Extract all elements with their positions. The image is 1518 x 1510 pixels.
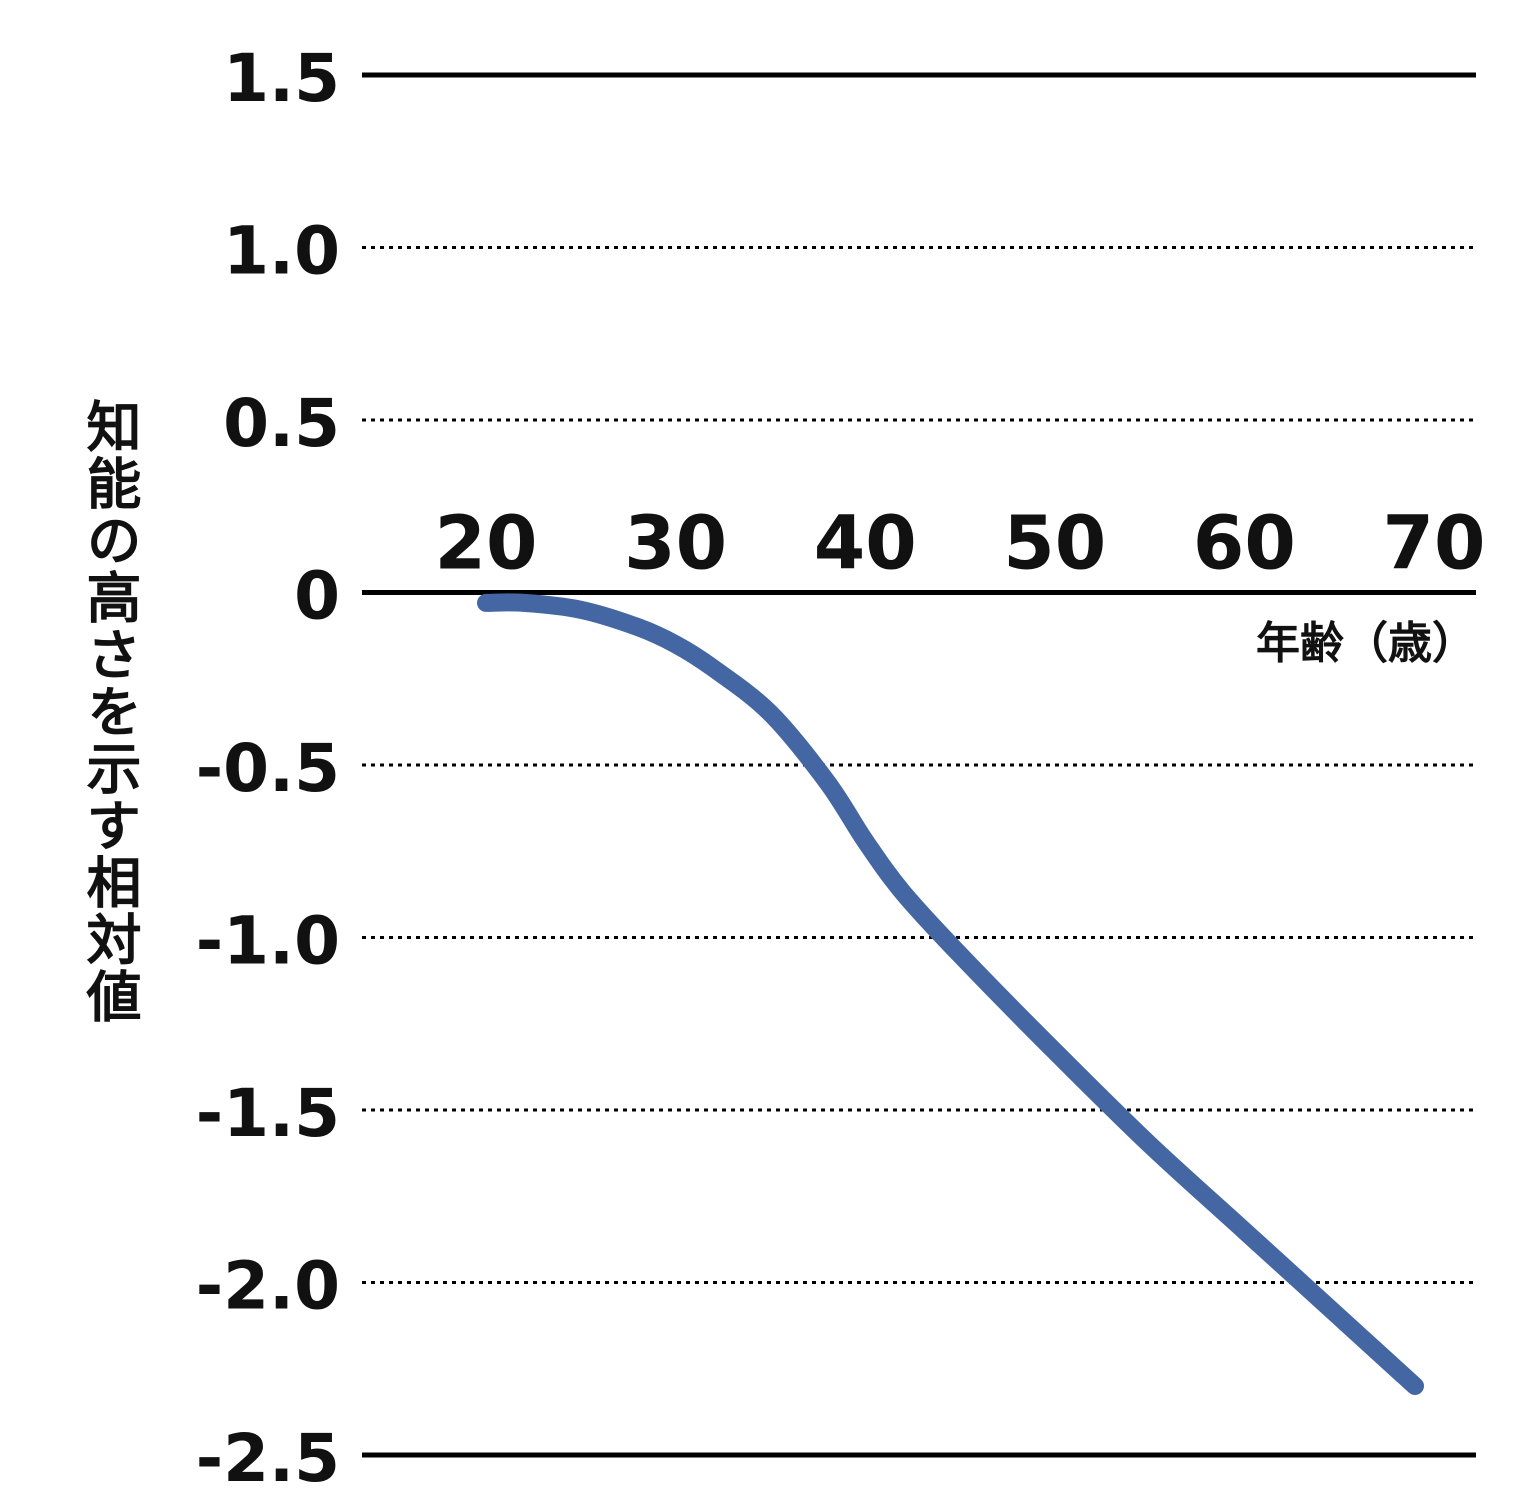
x-tick-label: 30 [624, 501, 727, 587]
y-tick-label: 1.0 [223, 213, 340, 290]
x-tick-label: 20 [435, 501, 538, 587]
x-axis-label: 年齢（歳） [1256, 618, 1476, 669]
y-tick-label: -2.5 [196, 1420, 340, 1497]
grid-lines [362, 72, 1476, 1458]
series-line [477, 593, 1424, 1395]
y-tick-label: 1.5 [223, 40, 340, 117]
x-tick-label: 60 [1193, 501, 1296, 587]
x-tick-label: 70 [1383, 501, 1486, 587]
y-tick-label: 0 [294, 558, 340, 635]
y-tick-label: 0.5 [223, 385, 340, 462]
x-tick-labels: 20 30 40 50 60 70 [435, 501, 1486, 587]
y-tick-labels: 1.5 1.0 0.5 0 -0.5 -1.0 -1.5 -2.0 -2.5 [196, 40, 340, 1497]
x-tick-label: 50 [1003, 501, 1106, 587]
y-tick-label: -0.5 [196, 730, 340, 807]
y-tick-label: -1.0 [196, 903, 340, 980]
y-tick-label: -1.5 [196, 1075, 340, 1152]
x-tick-label: 40 [814, 501, 917, 587]
y-tick-label: -2.0 [196, 1248, 340, 1325]
y-axis-label: 知能の高さを示す相対値 [77, 398, 141, 1025]
series-layer [477, 593, 1424, 1395]
